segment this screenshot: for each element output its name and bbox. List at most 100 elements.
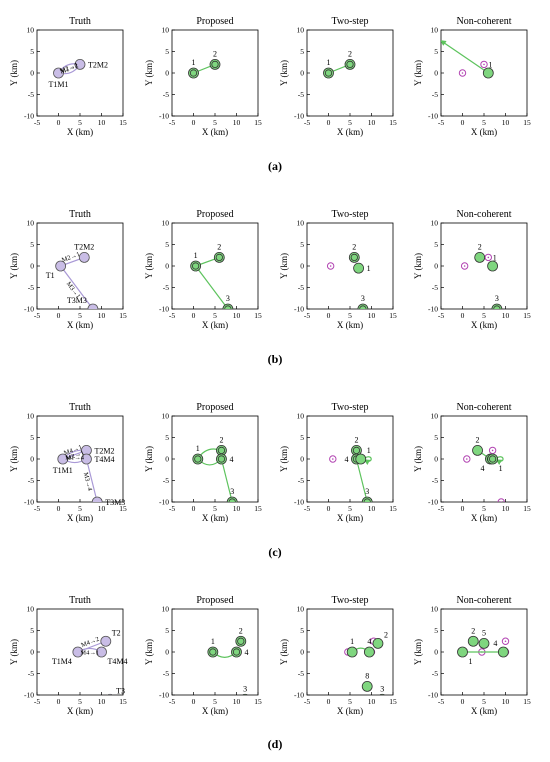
panel-title: Truth — [69, 595, 91, 606]
estimate-ring — [242, 696, 248, 702]
estimate-label: 4 — [245, 648, 249, 657]
truth-node-label: T2 — [112, 628, 121, 637]
x-tick-label: -5 — [169, 118, 175, 127]
y-axis-label: Y (km) — [144, 639, 154, 665]
data-marks — [207, 635, 249, 702]
x-tick-label: 15 — [119, 697, 127, 706]
true-position-dot — [487, 256, 490, 259]
x-tick-label: 5 — [213, 504, 217, 513]
x-tick-label: 15 — [119, 118, 127, 127]
x-tick-label: 5 — [348, 504, 352, 513]
truth-node — [74, 59, 86, 70]
x-axis-label: X (km) — [67, 127, 93, 137]
data-marks — [72, 635, 114, 695]
truth-link — [59, 265, 94, 309]
truth-node-label: T1M4 — [52, 657, 72, 666]
x-tick-label: -5 — [438, 504, 444, 513]
estimate-node — [226, 496, 238, 502]
estimate-ring — [224, 305, 232, 309]
x-tick-label: 10 — [98, 311, 106, 320]
y-tick-label: 5 — [434, 47, 438, 56]
estimate-ring — [189, 69, 198, 77]
estimate-label: 4 — [480, 464, 484, 473]
estimate-ring — [237, 637, 245, 645]
estimate-ring — [211, 60, 219, 69]
x-tick-label: -5 — [34, 311, 40, 320]
y-tick-label: -5 — [163, 476, 169, 485]
x-tick-label: 10 — [233, 311, 241, 320]
estimate-ring — [217, 455, 226, 463]
x-tick-label: 5 — [482, 118, 486, 127]
y-tick-label: -10 — [428, 112, 438, 121]
row-label: (b) — [268, 352, 283, 366]
true-position-dot — [491, 449, 494, 452]
x-tick-label: 0 — [57, 118, 61, 127]
link-label: M3→4 — [82, 472, 94, 493]
y-tick-label: 0 — [300, 262, 304, 271]
x-tick-label: 10 — [502, 118, 510, 127]
x-axis-label: X (km) — [337, 706, 363, 716]
y-tick-label: 5 — [434, 433, 438, 442]
truth-node — [72, 646, 84, 658]
true-position-dot — [466, 458, 468, 460]
y-tick-label: 0 — [300, 455, 304, 464]
estimate-ring — [192, 262, 200, 270]
x-tick-label: 0 — [461, 504, 465, 513]
data-marks — [55, 251, 99, 309]
x-axis-label: X (km) — [67, 706, 93, 716]
x-tick-label: 5 — [482, 311, 486, 320]
estimate-label: 1 — [196, 444, 200, 453]
y-tick-label: 5 — [300, 240, 304, 249]
x-tick-label: 5 — [213, 697, 217, 706]
x-axis-label: X (km) — [471, 513, 497, 523]
true-position-marker — [463, 455, 471, 463]
true-position-dot — [513, 699, 515, 701]
axes-frame — [440, 222, 528, 310]
truth-node-label: T2M2 — [88, 60, 108, 69]
truth-node-label: T1M1 — [53, 466, 73, 475]
y-axis-label: Y (km) — [9, 446, 19, 472]
estimate-node — [222, 303, 234, 309]
y-axis-label: Y (km) — [413, 446, 423, 472]
estimate-label: 1 — [194, 251, 198, 260]
estimate-node — [363, 646, 375, 658]
x-tick-label: 15 — [523, 697, 531, 706]
axes-frame — [440, 415, 528, 503]
data-marks — [190, 251, 234, 309]
y-tick-label: -5 — [432, 476, 438, 485]
y-tick-label: 0 — [165, 648, 169, 657]
x-axis-label: X (km) — [202, 513, 228, 523]
y-tick-label: 5 — [300, 433, 304, 442]
truth-node — [53, 67, 64, 79]
y-axis-label: Y (km) — [413, 253, 423, 279]
x-tick-label: 10 — [368, 118, 376, 127]
y-tick-label: 0 — [165, 69, 169, 78]
y-tick-label: -5 — [298, 283, 304, 292]
estimate-label: 3 — [365, 487, 369, 496]
estimate-label: 2 — [217, 242, 221, 251]
estimate-node — [487, 260, 499, 272]
x-tick-label: 15 — [254, 311, 262, 320]
data-marks — [344, 637, 386, 695]
estimate-label: 3 — [226, 294, 230, 303]
estimate-label: 4 — [344, 455, 348, 464]
data-marks — [188, 59, 221, 79]
x-tick-label: 0 — [461, 697, 465, 706]
estimate-label: 2 — [478, 242, 482, 251]
y-tick-label: -10 — [159, 498, 169, 507]
estimate-label: 1 — [192, 58, 196, 67]
y-tick-label: 10 — [297, 219, 305, 228]
self-link-arrow — [495, 456, 504, 466]
estimate-ring — [194, 455, 202, 463]
x-tick-label: 10 — [98, 697, 106, 706]
x-tick-label: 15 — [389, 311, 397, 320]
true-position-dot — [463, 265, 466, 267]
true-position-label: 1 — [493, 253, 497, 262]
x-tick-label: -5 — [304, 504, 310, 513]
true-position-marker — [480, 60, 488, 69]
estimate-ring — [209, 648, 217, 656]
x-axis-label: X (km) — [337, 127, 363, 137]
